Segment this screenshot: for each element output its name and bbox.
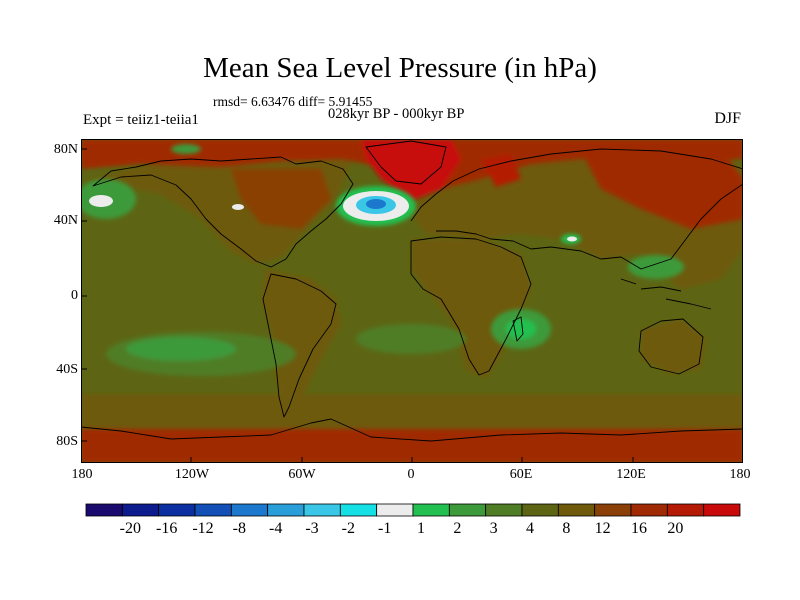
colorbar-label: 20 — [667, 520, 684, 537]
low-anomaly-regions — [89, 186, 577, 242]
colorbar-label: 4 — [526, 520, 534, 537]
australia-coastline — [638, 318, 704, 375]
colorbar-label: 8 — [562, 520, 571, 537]
plot-title: Mean Sea Level Pressure (in hPa) — [203, 52, 597, 84]
lon-tick-180w: 180 — [71, 467, 93, 482]
lat-tick-40s: 40S — [56, 362, 78, 377]
colorbar-label: 2 — [453, 520, 462, 537]
north-atlantic-low-core — [366, 199, 386, 209]
colorbar-box — [376, 503, 414, 517]
colorbar-box — [666, 503, 705, 517]
rmsd-diff-stats: rmsd= 6.63476 diff= 5.91455 — [213, 94, 373, 109]
south-atlantic-band — [356, 324, 466, 354]
lon-tick-180e: 180 — [729, 467, 751, 482]
colorbar-label: -1 — [377, 520, 392, 537]
colorbar-label: -16 — [155, 520, 178, 537]
greenland-coastline — [365, 140, 447, 185]
lon-tick-120w: 120W — [174, 467, 210, 482]
lon-tick-60e: 60E — [509, 467, 533, 482]
colorbar-label: 12 — [594, 520, 611, 537]
colorbar-box — [594, 503, 632, 517]
bering-low-core — [89, 195, 113, 207]
colorbar-box — [303, 503, 341, 517]
coastlines — [81, 140, 743, 442]
lon-tick-60w: 60W — [288, 467, 316, 482]
colorbar-box — [230, 503, 269, 517]
colorbar-label: -3 — [305, 520, 319, 537]
lat-tick-0: 0 — [71, 288, 78, 303]
colorbar-label: -4 — [268, 520, 283, 537]
africa-land — [411, 239, 531, 379]
colorbar-label: 1 — [417, 520, 425, 537]
siberia-high — [581, 149, 743, 229]
time-period-label: 028kyr BP - 000kyr BP — [328, 106, 465, 122]
pressure-anomaly-map — [81, 139, 743, 463]
colorbar-label: 3 — [489, 520, 498, 537]
colorbar-label: -20 — [119, 520, 141, 537]
south-pacific-band-core — [126, 337, 236, 361]
colorbar-box — [121, 503, 160, 517]
lon-tick-120e: 120E — [616, 467, 646, 482]
colorbar-box — [85, 503, 123, 517]
rockies-low-core — [232, 204, 244, 210]
tibet-low-core — [567, 236, 577, 242]
antarctica-coastline — [81, 418, 743, 442]
greenland-high — [361, 139, 461, 201]
alaska-patch — [171, 144, 201, 154]
west-pacific-patch — [628, 255, 684, 279]
madagascar-coastline — [512, 316, 524, 342]
colorbar-box — [267, 503, 305, 517]
australia-land — [641, 319, 706, 374]
colorbar-label: 16 — [631, 520, 647, 537]
colorbar — [85, 503, 741, 517]
south-america-coastline — [262, 273, 337, 418]
colorbar-label: -8 — [232, 520, 246, 537]
colorbar-box — [485, 503, 523, 517]
colorbar-box — [194, 503, 232, 517]
colorbar-label: -12 — [192, 520, 214, 537]
colorbar-boxes — [85, 503, 741, 517]
north-america-coastline — [92, 156, 354, 268]
colorbar-box — [448, 503, 487, 517]
lon-tick-0: 0 — [407, 467, 415, 482]
lat-tick-40n: 40N — [53, 213, 78, 228]
scandinavia-high — [481, 154, 521, 187]
colorbar-box — [521, 503, 559, 517]
south-america-land — [261, 269, 341, 414]
colorbar-box — [412, 503, 450, 517]
lat-tick-80s: 80S — [56, 434, 78, 449]
season-label: DJF — [714, 110, 741, 127]
eurasia-coastline — [410, 148, 743, 270]
colorbar-box — [339, 503, 378, 517]
colorbar-box — [158, 503, 196, 517]
maritime-continent-coastline — [620, 278, 712, 310]
colorbar-box — [630, 503, 668, 517]
colorbar-box — [557, 503, 596, 517]
lat-tick-80n: 80N — [53, 142, 78, 157]
colorbar-box — [703, 503, 741, 517]
experiment-label: Expt = teiiz1-teiia1 — [83, 112, 199, 128]
antarctic-high — [81, 429, 743, 463]
africa-coastline — [410, 236, 532, 376]
north-pacific-high — [231, 169, 331, 229]
map-frame — [81, 139, 743, 463]
colorbar-label: -2 — [341, 520, 355, 537]
